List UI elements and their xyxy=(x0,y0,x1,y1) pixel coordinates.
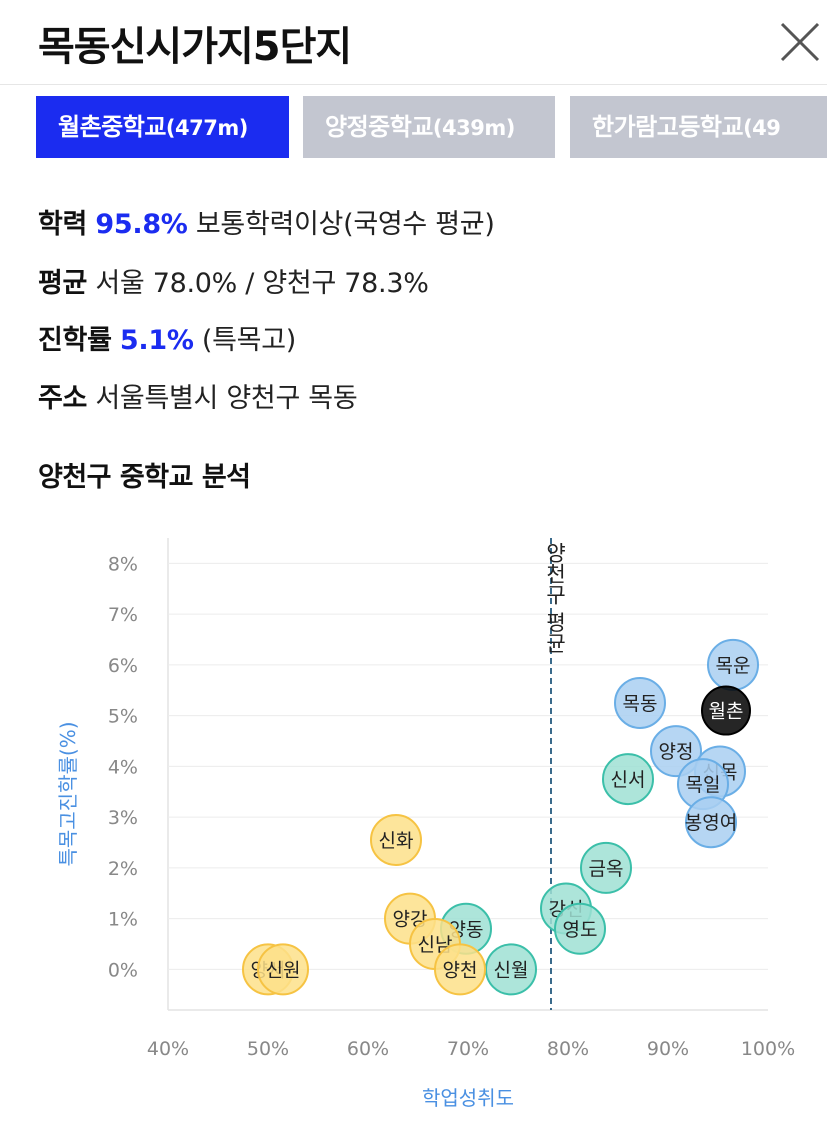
x-tick-label: 80% xyxy=(547,1038,589,1060)
header: 목동신시가지5단지 xyxy=(0,0,827,85)
y-tick-label: 8% xyxy=(108,553,138,575)
data-point xyxy=(602,753,654,806)
x-tick-label: 50% xyxy=(247,1038,289,1060)
achievement-value: 95.8% xyxy=(95,209,188,240)
data-point-label: 목일 xyxy=(686,774,721,796)
data-point xyxy=(257,943,309,996)
data-point-label: 목동 xyxy=(623,693,658,715)
data-point-label: 목운 xyxy=(716,655,751,677)
close-icon[interactable] xyxy=(778,20,822,64)
advance-desc: (특목고) xyxy=(201,325,296,356)
x-tick-label: 60% xyxy=(347,1038,389,1060)
data-point-label: 봉영여 xyxy=(685,812,737,834)
tab-distance: (477m) xyxy=(165,116,248,140)
data-point xyxy=(554,902,606,955)
achievement-row: 학력 95.8% 보통학력이상(국영수 평균) xyxy=(38,202,495,241)
data-point xyxy=(434,943,486,996)
data-point-label: 신월 xyxy=(494,959,529,981)
average-label: 평균 xyxy=(38,268,88,299)
data-point-label: 양천 xyxy=(443,959,478,981)
tab-distance: (439m) xyxy=(432,116,515,140)
tab-school-2[interactable]: 양정중학교(439m) xyxy=(303,96,555,158)
tab-name: 양정중학교 xyxy=(325,113,433,141)
average-line-label: 양천구 평균 xyxy=(543,542,567,654)
address-row: 주소 서울특별시 양천구 목동 xyxy=(38,376,358,415)
achievement-desc: 보통학력이상(국영수 평균) xyxy=(195,209,495,240)
data-point xyxy=(701,685,751,736)
tab-school-1[interactable]: 월촌중학교(477m) xyxy=(36,96,289,158)
x-tick-label: 70% xyxy=(447,1038,489,1060)
address-value: 서울특별시 양천구 목동 xyxy=(95,383,358,414)
y-tick-label: 7% xyxy=(108,604,138,626)
y-tick-label: 2% xyxy=(108,858,138,880)
average-row: 평균 서울 78.0% / 양천구 78.3% xyxy=(38,261,429,300)
x-axis-title: 학업성취도 xyxy=(422,1086,514,1110)
data-point-label: 양정 xyxy=(659,741,694,763)
y-tick-label: 4% xyxy=(108,756,138,778)
data-point xyxy=(685,796,737,849)
average-value: 서울 78.0% / 양천구 78.3% xyxy=(95,268,429,299)
y-tick-label: 5% xyxy=(108,706,138,728)
data-point xyxy=(580,841,632,894)
y-tick-label: 1% xyxy=(108,909,138,931)
data-point-label: 월촌 xyxy=(709,701,744,723)
tab-name: 한가람고등학교 xyxy=(592,113,744,141)
section-title: 양천구 중학교 분석 xyxy=(38,462,251,493)
advance-label: 진학률 xyxy=(38,325,112,356)
data-point-label: 신서 xyxy=(611,769,646,791)
y-tick-label: 0% xyxy=(108,959,138,981)
scatter-chart: 0% 1% 2% 3% 4% 5% 6% 7% 8% 40% 50% 60% 70% 80% 90% 100%… xyxy=(56,538,795,1110)
data-point xyxy=(614,676,666,729)
tab-distance: (49 xyxy=(743,116,781,140)
data-point-label: 신원 xyxy=(266,959,301,981)
y-axis-title: 특목고진학률(%) xyxy=(56,721,80,866)
y-tick-label: 3% xyxy=(108,807,138,829)
x-tick-label: 40% xyxy=(147,1038,189,1060)
data-point-label: 금옥 xyxy=(589,858,624,880)
data-point xyxy=(370,813,422,866)
achievement-label: 학력 xyxy=(38,209,88,240)
tab-school-3[interactable]: 한가람고등학교(49 xyxy=(570,96,827,158)
data-point-label: 신화 xyxy=(379,830,414,852)
page-title: 목동신시가지5단지 xyxy=(38,24,352,70)
y-tick-label: 6% xyxy=(108,655,138,677)
advance-row: 진학률 5.1% (특목고) xyxy=(38,318,296,357)
x-tick-label: 90% xyxy=(647,1038,689,1060)
school-tabs: 월촌중학교(477m) 양정중학교(439m) 한가람고등학교(49 xyxy=(36,96,827,158)
tab-name: 월촌중학교 xyxy=(58,113,166,141)
data-point-label: 영도 xyxy=(563,919,598,941)
address-label: 주소 xyxy=(38,383,88,414)
x-tick-label: 100% xyxy=(741,1038,795,1060)
advance-value: 5.1% xyxy=(119,325,194,356)
